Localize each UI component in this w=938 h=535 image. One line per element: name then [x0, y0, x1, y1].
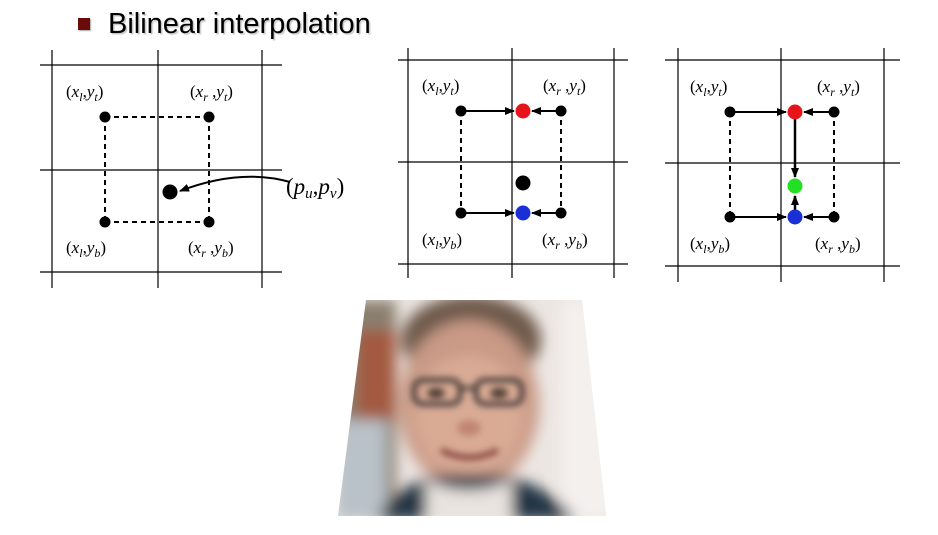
- label-top-right: (xr ,yt): [543, 76, 586, 98]
- corner-point: [99, 111, 111, 123]
- label-bottom-right: (xr ,yb): [815, 234, 861, 256]
- corner-point: [828, 211, 840, 223]
- slide-title: Bilinear interpolation: [108, 7, 371, 40]
- corner-point: [724, 106, 736, 118]
- label-top-right: (xr ,yt): [190, 82, 233, 104]
- label-top-left: (xl,yt): [66, 82, 103, 104]
- title-row: Bilinear interpolation: [78, 4, 371, 44]
- sample-point: [515, 175, 531, 191]
- corner-point: [455, 105, 467, 117]
- panel-3: (xl,yt) (xr ,yt) (xl,yb) (xr ,yb): [665, 48, 900, 282]
- bottom-interp-point: [787, 209, 803, 225]
- top-interp-point: [515, 103, 531, 119]
- label-top-right: (xr ,yt): [817, 77, 860, 99]
- corner-point: [555, 105, 567, 117]
- label-bottom-left: (xl,yb): [66, 238, 106, 260]
- label-bottom-left: (xl,yb): [422, 230, 462, 252]
- label-top-left: (xl,yt): [422, 76, 459, 98]
- corner-point: [203, 216, 215, 228]
- label-bottom-right: (xr ,yb): [188, 238, 234, 260]
- pointer-arrow: [179, 175, 291, 192]
- label-bottom-right: (xr ,yb): [542, 230, 588, 252]
- sample-point: [162, 184, 178, 200]
- panel-2: (xl,yt) (xr ,yt) (xl,yb) (xr ,yb): [398, 48, 628, 278]
- label-bottom-left: (xl,yb): [690, 234, 730, 256]
- final-interp-point: [787, 178, 803, 194]
- corner-point: [724, 211, 736, 223]
- label-top-left: (xl,yt): [690, 77, 727, 99]
- corner-point: [555, 207, 567, 219]
- warped-face-photo: [338, 300, 606, 516]
- corner-point: [455, 207, 467, 219]
- corner-point: [99, 216, 111, 228]
- panel-1: (xl,yt) (xr ,yt) (xl,yb) (xr ,yb) (pu,pv…: [40, 50, 344, 288]
- label-sample: (pu,pv): [286, 174, 344, 202]
- bullet-icon: [78, 18, 90, 30]
- corner-point: [828, 106, 840, 118]
- corner-point: [203, 111, 215, 123]
- bottom-interp-point: [515, 205, 531, 221]
- top-interp-point: [787, 104, 803, 120]
